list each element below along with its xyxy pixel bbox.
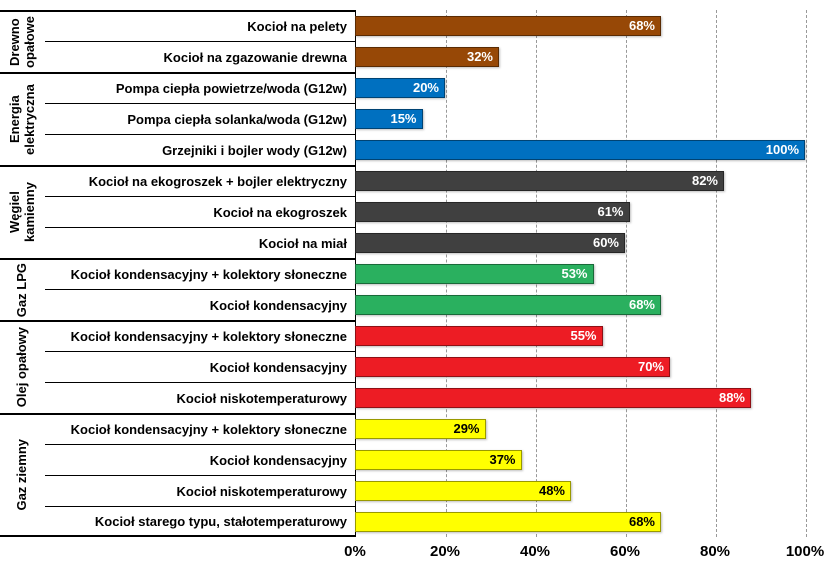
x-axis: 0% 20% 40% 60% 80% 100% <box>0 543 825 567</box>
bar-track: 29% <box>355 413 805 444</box>
bar-track: 15% <box>355 103 805 134</box>
bar: 48% <box>355 480 571 501</box>
category-label: Kocioł kondensacyjny + kolektory słonecz… <box>45 320 355 351</box>
bar: 68% <box>355 15 661 36</box>
bar: 70% <box>355 356 670 377</box>
bar-value-label: 60% <box>592 235 619 250</box>
group-label-text: Gaz ziemny <box>14 439 30 511</box>
category-label: Kocioł kondensacyjny <box>45 289 355 320</box>
bar-value-label: 68% <box>628 18 655 33</box>
bar-track: 60% <box>355 227 805 258</box>
bar-value-label: 68% <box>628 297 655 312</box>
x-tick-label: 20% <box>429 543 461 560</box>
category-label: Kocioł niskotemperaturowy <box>45 475 355 506</box>
group-label-text: Gaz LPG <box>14 262 30 318</box>
bar: 29% <box>355 418 486 439</box>
bar-track: 53% <box>355 258 805 289</box>
bar-track: 48% <box>355 475 805 506</box>
category-label: Kocioł na ekogroszek + bojler elektryczn… <box>45 165 355 196</box>
bar-value-label: 29% <box>453 421 480 436</box>
gridline <box>806 10 807 537</box>
group-label: Energia elektryczna <box>0 72 45 165</box>
category-label: Kocioł kondensacyjny <box>45 444 355 475</box>
bar-track: 82% <box>355 165 805 196</box>
category-label: Kocioł na zgazowanie drewna <box>45 41 355 72</box>
x-tick-label: 80% <box>699 543 731 560</box>
category-label: Pompa ciepła powietrze/woda (G12w) <box>45 72 355 103</box>
bar-track: 68% <box>355 506 805 537</box>
category-label: Kocioł niskotemperaturowy <box>45 382 355 413</box>
group-label: Olej opałowy <box>0 320 45 413</box>
bar-track: 55% <box>355 320 805 351</box>
bar-track: 32% <box>355 41 805 72</box>
bar-value-label: 70% <box>637 359 664 374</box>
bar-value-label: 20% <box>412 80 439 95</box>
group-label-text: Węgiel kamienny <box>6 182 37 243</box>
bar-track: 100% <box>355 134 805 165</box>
category-label: Kocioł na ekogroszek <box>45 196 355 227</box>
x-tick-label: 0% <box>344 543 366 560</box>
bar-track: 70% <box>355 351 805 382</box>
bar: 32% <box>355 46 499 67</box>
bar-value-label: 32% <box>466 49 493 64</box>
bar-track: 61% <box>355 196 805 227</box>
category-label: Kocioł kondensacyjny <box>45 351 355 382</box>
bar: 60% <box>355 232 625 253</box>
bar: 37% <box>355 449 522 470</box>
gridline <box>716 10 717 537</box>
bar-value-label: 55% <box>570 328 597 343</box>
bar-track: 68% <box>355 289 805 320</box>
bar: 82% <box>355 170 724 191</box>
bar: 61% <box>355 201 630 222</box>
bar-value-label: 88% <box>718 390 745 405</box>
bar: 55% <box>355 325 603 346</box>
bar-track: 20% <box>355 72 805 103</box>
group-label: Gaz ziemny <box>0 413 45 537</box>
bar-value-label: 37% <box>489 452 516 467</box>
bar-value-label: 61% <box>597 204 624 219</box>
category-label: Grzejniki i bojler wody (G12w) <box>45 134 355 165</box>
bar-value-label: 68% <box>628 514 655 529</box>
group-label: Drewno opałowe <box>0 10 45 72</box>
bar: 15% <box>355 108 423 129</box>
x-tick-label: 40% <box>519 543 551 560</box>
category-label: Kocioł kondensacyjny + kolektory słonecz… <box>45 258 355 289</box>
bar: 68% <box>355 294 661 315</box>
group-label-text: Olej opałowy <box>14 327 30 408</box>
category-label: Kocioł na pelety <box>45 10 355 41</box>
bar-value-label: 15% <box>390 111 417 126</box>
bar: 68% <box>355 511 661 532</box>
category-label: Kocioł na miał <box>45 227 355 258</box>
category-label: Kocioł kondensacyjny + kolektory słonecz… <box>45 413 355 444</box>
category-label: Kocioł starego typu, stałotemperaturowy <box>45 506 355 537</box>
x-tick-label: 100% <box>785 543 825 560</box>
chart-body: Drewno opałowe Kocioł na pelety 68% Kocioł … <box>0 10 805 537</box>
bar-value-label: 100% <box>765 142 799 157</box>
group-label: Węgiel kamienny <box>0 165 45 258</box>
group-label-text: Energia elektryczna <box>6 84 37 155</box>
bar-track: 37% <box>355 444 805 475</box>
group-label-text: Drewno opałowe <box>6 16 37 69</box>
bar-track: 88% <box>355 382 805 413</box>
group-label: Gaz LPG <box>0 258 45 320</box>
bar-track: 68% <box>355 10 805 41</box>
bar: 20% <box>355 77 445 98</box>
bar: 88% <box>355 387 751 408</box>
gridline <box>626 10 627 537</box>
bar-value-label: 82% <box>691 173 718 188</box>
bar: 100% <box>355 139 805 160</box>
bar-value-label: 53% <box>561 266 588 281</box>
x-tick-label: 60% <box>609 543 641 560</box>
category-label: Pompa ciepła solanka/woda (G12w) <box>45 103 355 134</box>
bar-value-label: 48% <box>538 483 565 498</box>
bar: 53% <box>355 263 594 284</box>
